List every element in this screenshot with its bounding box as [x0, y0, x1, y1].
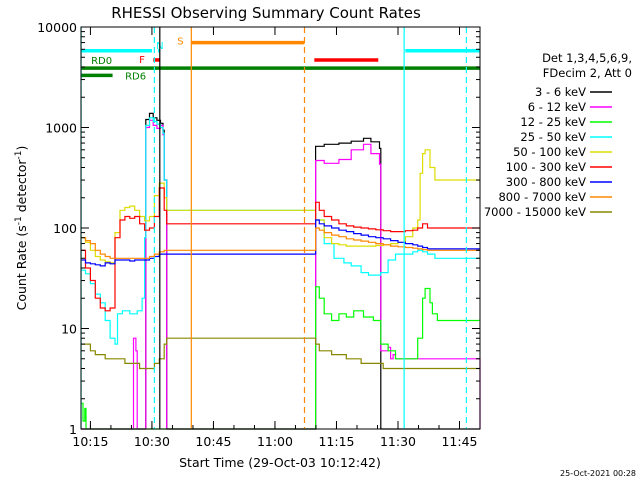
y-tick-label-2: 100	[53, 221, 77, 236]
legend-header-line1: Det 1,3,4,5,6,9,	[542, 51, 632, 65]
legend: Det 1,3,4,5,6,9, FDecim 2, Att 0 3 - 6 k…	[484, 51, 632, 219]
x-axis: 10:15 10:30 10:45 11:00 11:15 11:30 11:45	[72, 27, 478, 449]
chart-title: RHESSI Observing Summary Count Rates	[111, 4, 421, 22]
series-lines	[81, 112, 481, 430]
legend-label-0: 3 - 6 keV	[535, 85, 586, 99]
x-tick-label-1: 10:30	[134, 434, 170, 449]
x-tick-label-0: 10:15	[72, 434, 108, 449]
legend-label-8: 7000 - 15000 keV	[484, 205, 586, 219]
series-line-5	[81, 187, 480, 312]
y-axis-label-end: )	[14, 146, 29, 151]
series-line-0	[81, 112, 480, 430]
y-tick-label-0: 1	[69, 422, 77, 437]
series-line-3	[81, 117, 480, 345]
x-tick-label-6: 11:45	[441, 434, 477, 449]
legend-label-5: 100 - 300 keV	[506, 160, 586, 174]
y-axis-label: Count Rate (s-1 detector-1)	[14, 146, 29, 311]
legend-label-3: 25 - 50 keV	[520, 130, 586, 144]
legend-label-4: 50 - 100 keV	[513, 145, 586, 159]
y-tick-label-4: 10000	[37, 20, 77, 35]
y-axis: 1 10 100 1000 10000	[37, 20, 480, 437]
x-axis-label: Start Time (29-Oct-03 10:12:42)	[179, 455, 381, 470]
status-bar-label-5: RD0	[91, 56, 112, 67]
legend-header-line2: FDecim 2, Att 0	[543, 66, 632, 80]
status-bar-label-2: S	[177, 37, 183, 48]
series-line-2	[81, 286, 480, 430]
y-axis-label-mid: detector	[14, 159, 29, 217]
y-axis-label-main: Count Rate (s	[14, 225, 29, 310]
status-bars: NSFRD0RD6	[81, 37, 480, 84]
legend-label-6: 300 - 800 keV	[506, 175, 586, 189]
y-axis-label-sup1: -1	[14, 216, 24, 225]
legend-label-1: 6 - 12 keV	[528, 100, 586, 114]
series-line-6	[81, 219, 480, 267]
vertical-markers	[80, 27, 467, 429]
series-line-8	[81, 337, 480, 370]
status-bar-label-6: RD6	[125, 71, 146, 82]
x-tick-label-5: 11:30	[380, 434, 416, 449]
x-tick-label-4: 11:15	[318, 434, 354, 449]
y-tick-label-1: 10	[61, 322, 77, 337]
x-tick-label-3: 11:00	[257, 434, 293, 449]
x-tick-label-2: 10:45	[195, 434, 231, 449]
footer-timestamp: 25-Oct-2021 00:28	[560, 469, 636, 478]
y-tick-label-3: 1000	[45, 121, 77, 136]
series-line-1	[81, 119, 481, 430]
y-axis-label-sup2: -1	[14, 151, 24, 160]
series-line-7	[81, 227, 480, 259]
legend-label-7: 800 - 7000 keV	[498, 190, 586, 204]
series-line-4	[81, 149, 480, 264]
status-bar-label-3: F	[139, 55, 145, 66]
legend-label-2: 12 - 25 keV	[520, 115, 586, 129]
